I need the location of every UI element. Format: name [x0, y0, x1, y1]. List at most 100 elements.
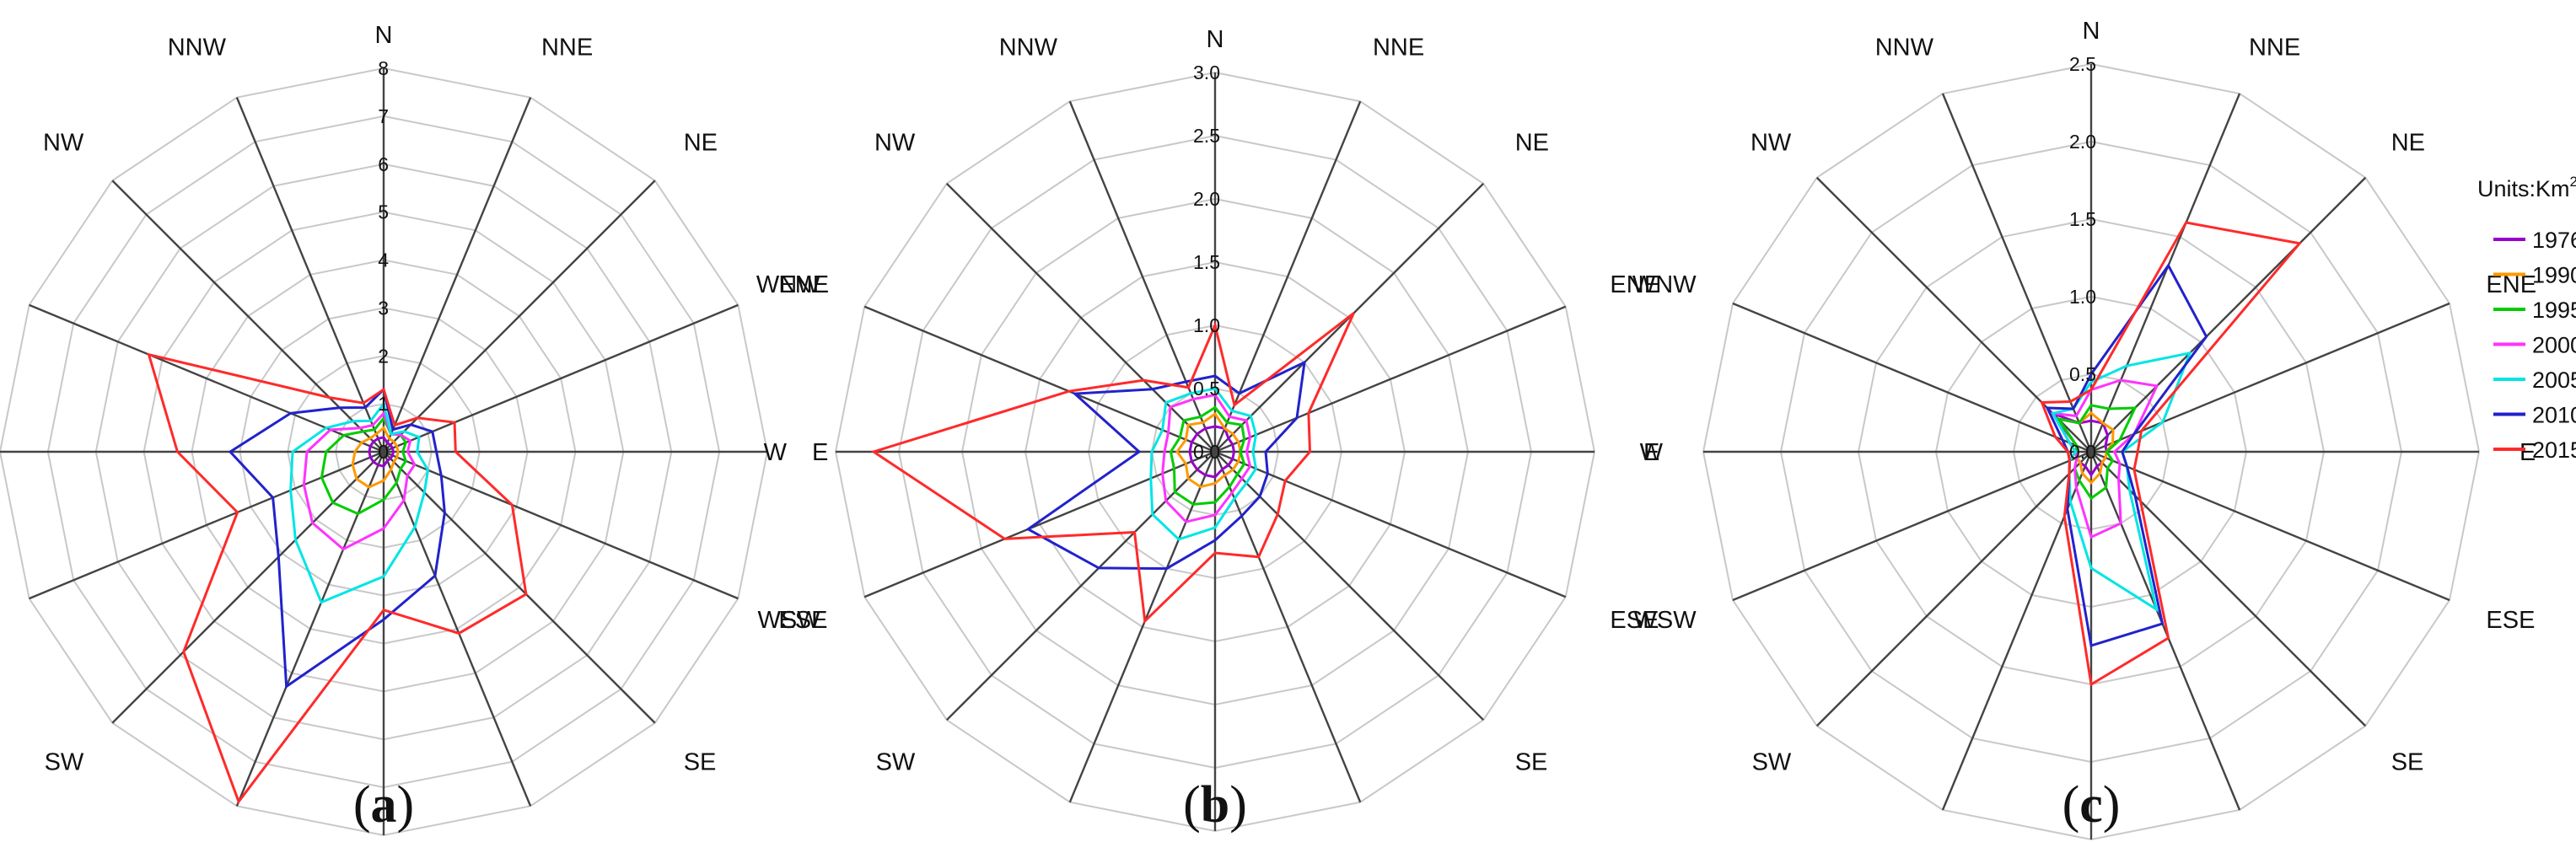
direction-label-c-NW: NW	[1750, 129, 1792, 156]
legend-label-2015: 2015	[2532, 437, 2576, 463]
tick-label-a-7: 7	[378, 105, 389, 127]
series-a-2005	[289, 400, 430, 604]
tick-label-c-3: 1.5	[2069, 208, 2096, 230]
spoke-a-NE	[383, 180, 656, 453]
direction-label-c-WNW: WNW	[1632, 271, 1697, 298]
direction-label-b-W: W	[764, 439, 788, 466]
series-b-1976	[1188, 425, 1236, 479]
series-c-1995	[2055, 404, 2138, 501]
tick-label-b-6: 3.0	[1193, 62, 1220, 83]
radar-chart-a: 012345678NNNENEENEEESESESSESSSWSWWSWWWNW…	[0, 22, 829, 837]
direction-label-b-N: N	[1207, 26, 1224, 53]
tick-label-c-0: 0.0	[2069, 441, 2096, 463]
series-b-1995	[1169, 405, 1246, 506]
legend-label-2010: 2010	[2532, 403, 2576, 428]
direction-label-c-NNW: NNW	[1875, 35, 1934, 62]
spoke-c-ENE	[2090, 302, 2450, 453]
spoke-a-SW	[111, 451, 385, 724]
spoke-c-NNE	[2089, 93, 2241, 453]
direction-label-b-NW: NW	[874, 129, 916, 156]
direction-label-a-NNW: NNW	[168, 35, 227, 62]
legend-label-1990: 1990	[2532, 263, 2576, 288]
spoke-c-SW	[1815, 451, 2092, 727]
spoke-a-SE	[383, 451, 656, 724]
spoke-b-SSE	[1213, 451, 1362, 803]
direction-label-c-W: W	[1640, 439, 1664, 466]
direction-label-a-ENE: ENE	[778, 271, 829, 298]
spoke-c-WNW	[1732, 302, 2092, 453]
panel-label-a: (a)	[353, 776, 414, 834]
spoke-b-WNW	[863, 305, 1216, 453]
series-b-2015	[870, 312, 1355, 625]
direction-label-a-E: E	[812, 439, 828, 466]
tick-label-b-4: 2.0	[1193, 188, 1220, 210]
tick-label-b-3: 1.5	[1193, 251, 1220, 273]
spoke-b-NW	[945, 182, 1216, 453]
panel-label-b: (b)	[1183, 776, 1247, 834]
series-a-2010	[228, 387, 446, 689]
tick-label-a-4: 4	[378, 249, 389, 271]
spoke-a-SSW	[235, 451, 385, 807]
series-a-2015	[147, 352, 528, 805]
legend-title: Units:Km2	[2477, 174, 2576, 201]
series-b-2010	[1025, 360, 1306, 571]
direction-label-c-N: N	[2083, 18, 2100, 45]
spoke-c-SSW	[1941, 451, 2093, 811]
spoke-b-SW	[945, 451, 1216, 721]
spoke-b-SSW	[1068, 451, 1217, 803]
radar-chart-c: 0.00.51.01.52.02.5NNNENEENEEESESESSESSSW…	[1632, 18, 2536, 841]
spoke-a-WNW	[29, 303, 385, 453]
tick-label-a-1: 1	[378, 393, 389, 415]
direction-label-b-ESE: ESE	[1610, 607, 1659, 634]
tick-label-b-5: 2.5	[1193, 125, 1220, 147]
direction-label-b-SW: SW	[876, 749, 916, 776]
direction-label-c-SW: SW	[1752, 749, 1792, 776]
tick-label-a-0: 0	[378, 441, 389, 463]
tick-label-b-2: 1.0	[1193, 314, 1220, 336]
direction-label-b-NE: NE	[1515, 129, 1549, 156]
tick-label-c-1: 0.5	[2069, 363, 2096, 385]
direction-label-b-NNE: NNE	[1373, 35, 1424, 62]
direction-label-b-WNW: WNW	[756, 271, 820, 298]
series-a-2000	[302, 410, 417, 551]
direction-label-b-SE: SE	[1515, 749, 1548, 776]
tick-label-a-6: 6	[378, 153, 389, 175]
direction-label-a-NNE: NNE	[541, 35, 593, 62]
spoke-c-WSW	[1732, 450, 2092, 602]
direction-label-c-NE: NE	[2391, 129, 2425, 156]
series-a-1995	[320, 416, 407, 516]
tick-label-a-5: 5	[378, 201, 389, 223]
series-a-1976	[368, 436, 395, 468]
legend-label-1976: 1976	[2532, 228, 2576, 253]
spoke-b-WSW	[863, 450, 1216, 598]
spoke-b-SE	[1214, 451, 1485, 721]
direction-label-a-SW: SW	[45, 749, 84, 776]
series-c-2005	[2051, 351, 2192, 613]
panel-label-c: (c)	[2062, 776, 2121, 834]
spoke-b-ESE	[1214, 450, 1567, 598]
spoke-c-ESE	[2090, 450, 2450, 602]
spoke-a-WSW	[29, 450, 385, 600]
spoke-a-ESE	[383, 450, 739, 600]
direction-label-c-SE: SE	[2391, 749, 2424, 776]
spoke-a-NNW	[235, 97, 385, 453]
spoke-a-NNE	[382, 97, 532, 453]
spoke-c-NE	[2090, 176, 2367, 453]
tick-label-a-2: 2	[378, 345, 389, 367]
direction-label-a-NW: NW	[43, 129, 84, 156]
direction-label-a-ESE: ESE	[778, 607, 827, 634]
direction-label-b-E: E	[1643, 439, 1659, 466]
spoke-a-SSE	[382, 451, 532, 807]
tick-label-a-8: 8	[378, 57, 389, 79]
legend-label-2005: 2005	[2532, 367, 2576, 393]
legend: Units:Km2 1976 1990 1995 2000 2005 2010 2015	[2477, 174, 2576, 463]
direction-label-b-NNW: NNW	[999, 35, 1058, 62]
legend-label-1995: 1995	[2532, 298, 2576, 323]
tick-label-a-3: 3	[378, 297, 389, 319]
spoke-c-NNW	[1941, 93, 2093, 453]
direction-label-b-WSW: WSW	[757, 607, 820, 634]
spoke-b-ENE	[1214, 305, 1567, 453]
series-b-1990	[1175, 411, 1242, 489]
tick-label-b-0: 0.0	[1193, 441, 1220, 463]
direction-label-c-NNE: NNE	[2249, 35, 2300, 62]
